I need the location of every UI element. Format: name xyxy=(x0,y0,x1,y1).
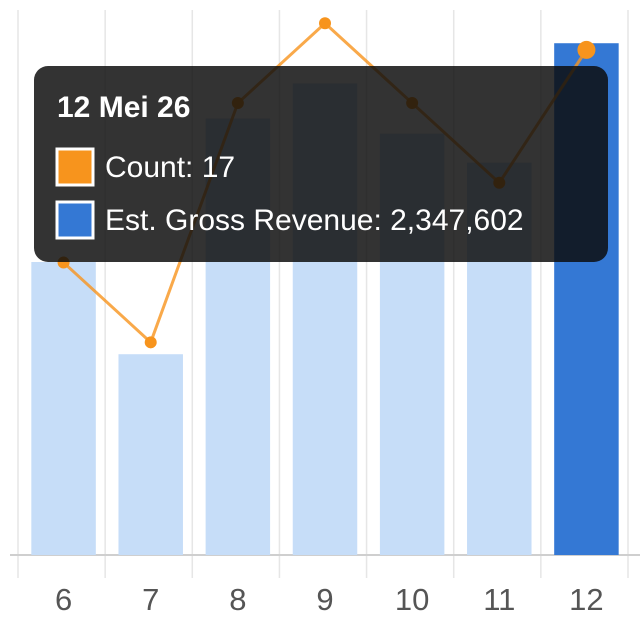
line-point xyxy=(577,40,596,59)
x-tick-label: 12 xyxy=(569,582,603,617)
bar xyxy=(118,354,183,555)
bar xyxy=(31,262,96,555)
x-tick-label: 10 xyxy=(395,582,429,617)
tooltip-box xyxy=(34,66,608,262)
tooltip-swatch xyxy=(55,200,95,240)
x-tick-label: 6 xyxy=(55,582,72,617)
tooltip-item: Est. Gross Revenue: 2,347,602 xyxy=(105,204,524,237)
x-tick-label: 7 xyxy=(142,582,159,617)
tooltip: 12 Mei 26 Count: 17 Est. Gross Revenue: 2,… xyxy=(34,66,608,262)
tooltip-item: Count: 17 xyxy=(105,151,235,184)
x-tick-label: 8 xyxy=(229,582,246,617)
x-tick-label: 11 xyxy=(483,582,515,617)
x-tick-label: 9 xyxy=(316,582,333,617)
line-point xyxy=(319,17,331,30)
tooltip-swatch xyxy=(55,147,95,187)
tooltip-title: 12 Mei 26 xyxy=(57,91,190,124)
line-point xyxy=(144,336,157,349)
